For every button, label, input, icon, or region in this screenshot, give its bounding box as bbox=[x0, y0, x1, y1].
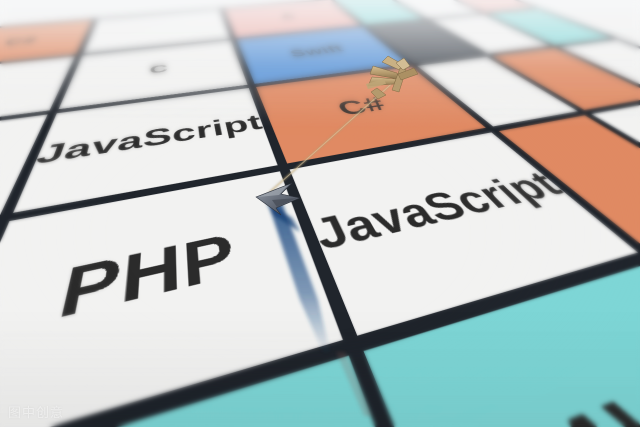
tile-label: C# bbox=[332, 92, 393, 120]
tile-label: JavaScript bbox=[31, 109, 266, 170]
tile-label: C# bbox=[1, 35, 40, 47]
tile-label: JavaScript bbox=[307, 164, 575, 260]
tile-label: JAVA bbox=[475, 345, 640, 427]
tile-label: Swift bbox=[287, 43, 347, 59]
watermark-text: 图中创意 bbox=[8, 406, 65, 421]
tile-php[interactable]: PHP bbox=[0, 171, 343, 427]
tile-c-[interactable]: C# bbox=[0, 19, 93, 69]
tile-label: PHP bbox=[50, 222, 242, 337]
tile-label: C bbox=[280, 12, 298, 21]
tile-javascript[interactable]: JavaScript bbox=[289, 132, 638, 335]
tile-label: C bbox=[149, 62, 169, 76]
